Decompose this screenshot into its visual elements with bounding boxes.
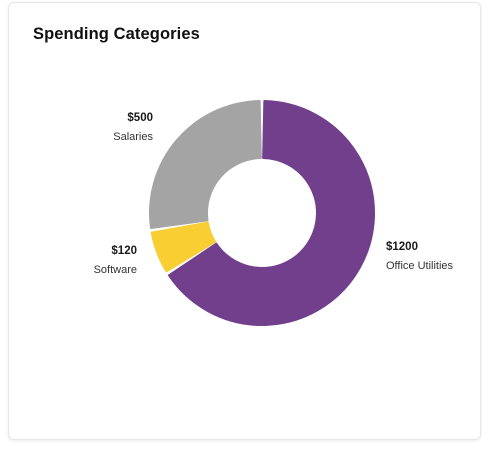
slice-value-label-salaries: $500: [127, 112, 153, 124]
slice-software[interactable]: [150, 221, 217, 273]
slice-salaries[interactable]: [149, 100, 262, 230]
slice-office-utilities[interactable]: [167, 100, 375, 326]
slice-value-label-office-utilities: $1200: [386, 241, 418, 253]
spending-categories-card: Spending Categories: [8, 2, 481, 440]
slice-name-label-salaries: Salaries: [113, 131, 153, 143]
slice-value-label-software: $120: [111, 245, 137, 257]
slice-name-label-software: Software: [94, 264, 137, 276]
slice-name-label-office-utilities: Office Utilities: [386, 260, 454, 272]
card-title: Spending Categories: [33, 25, 200, 43]
